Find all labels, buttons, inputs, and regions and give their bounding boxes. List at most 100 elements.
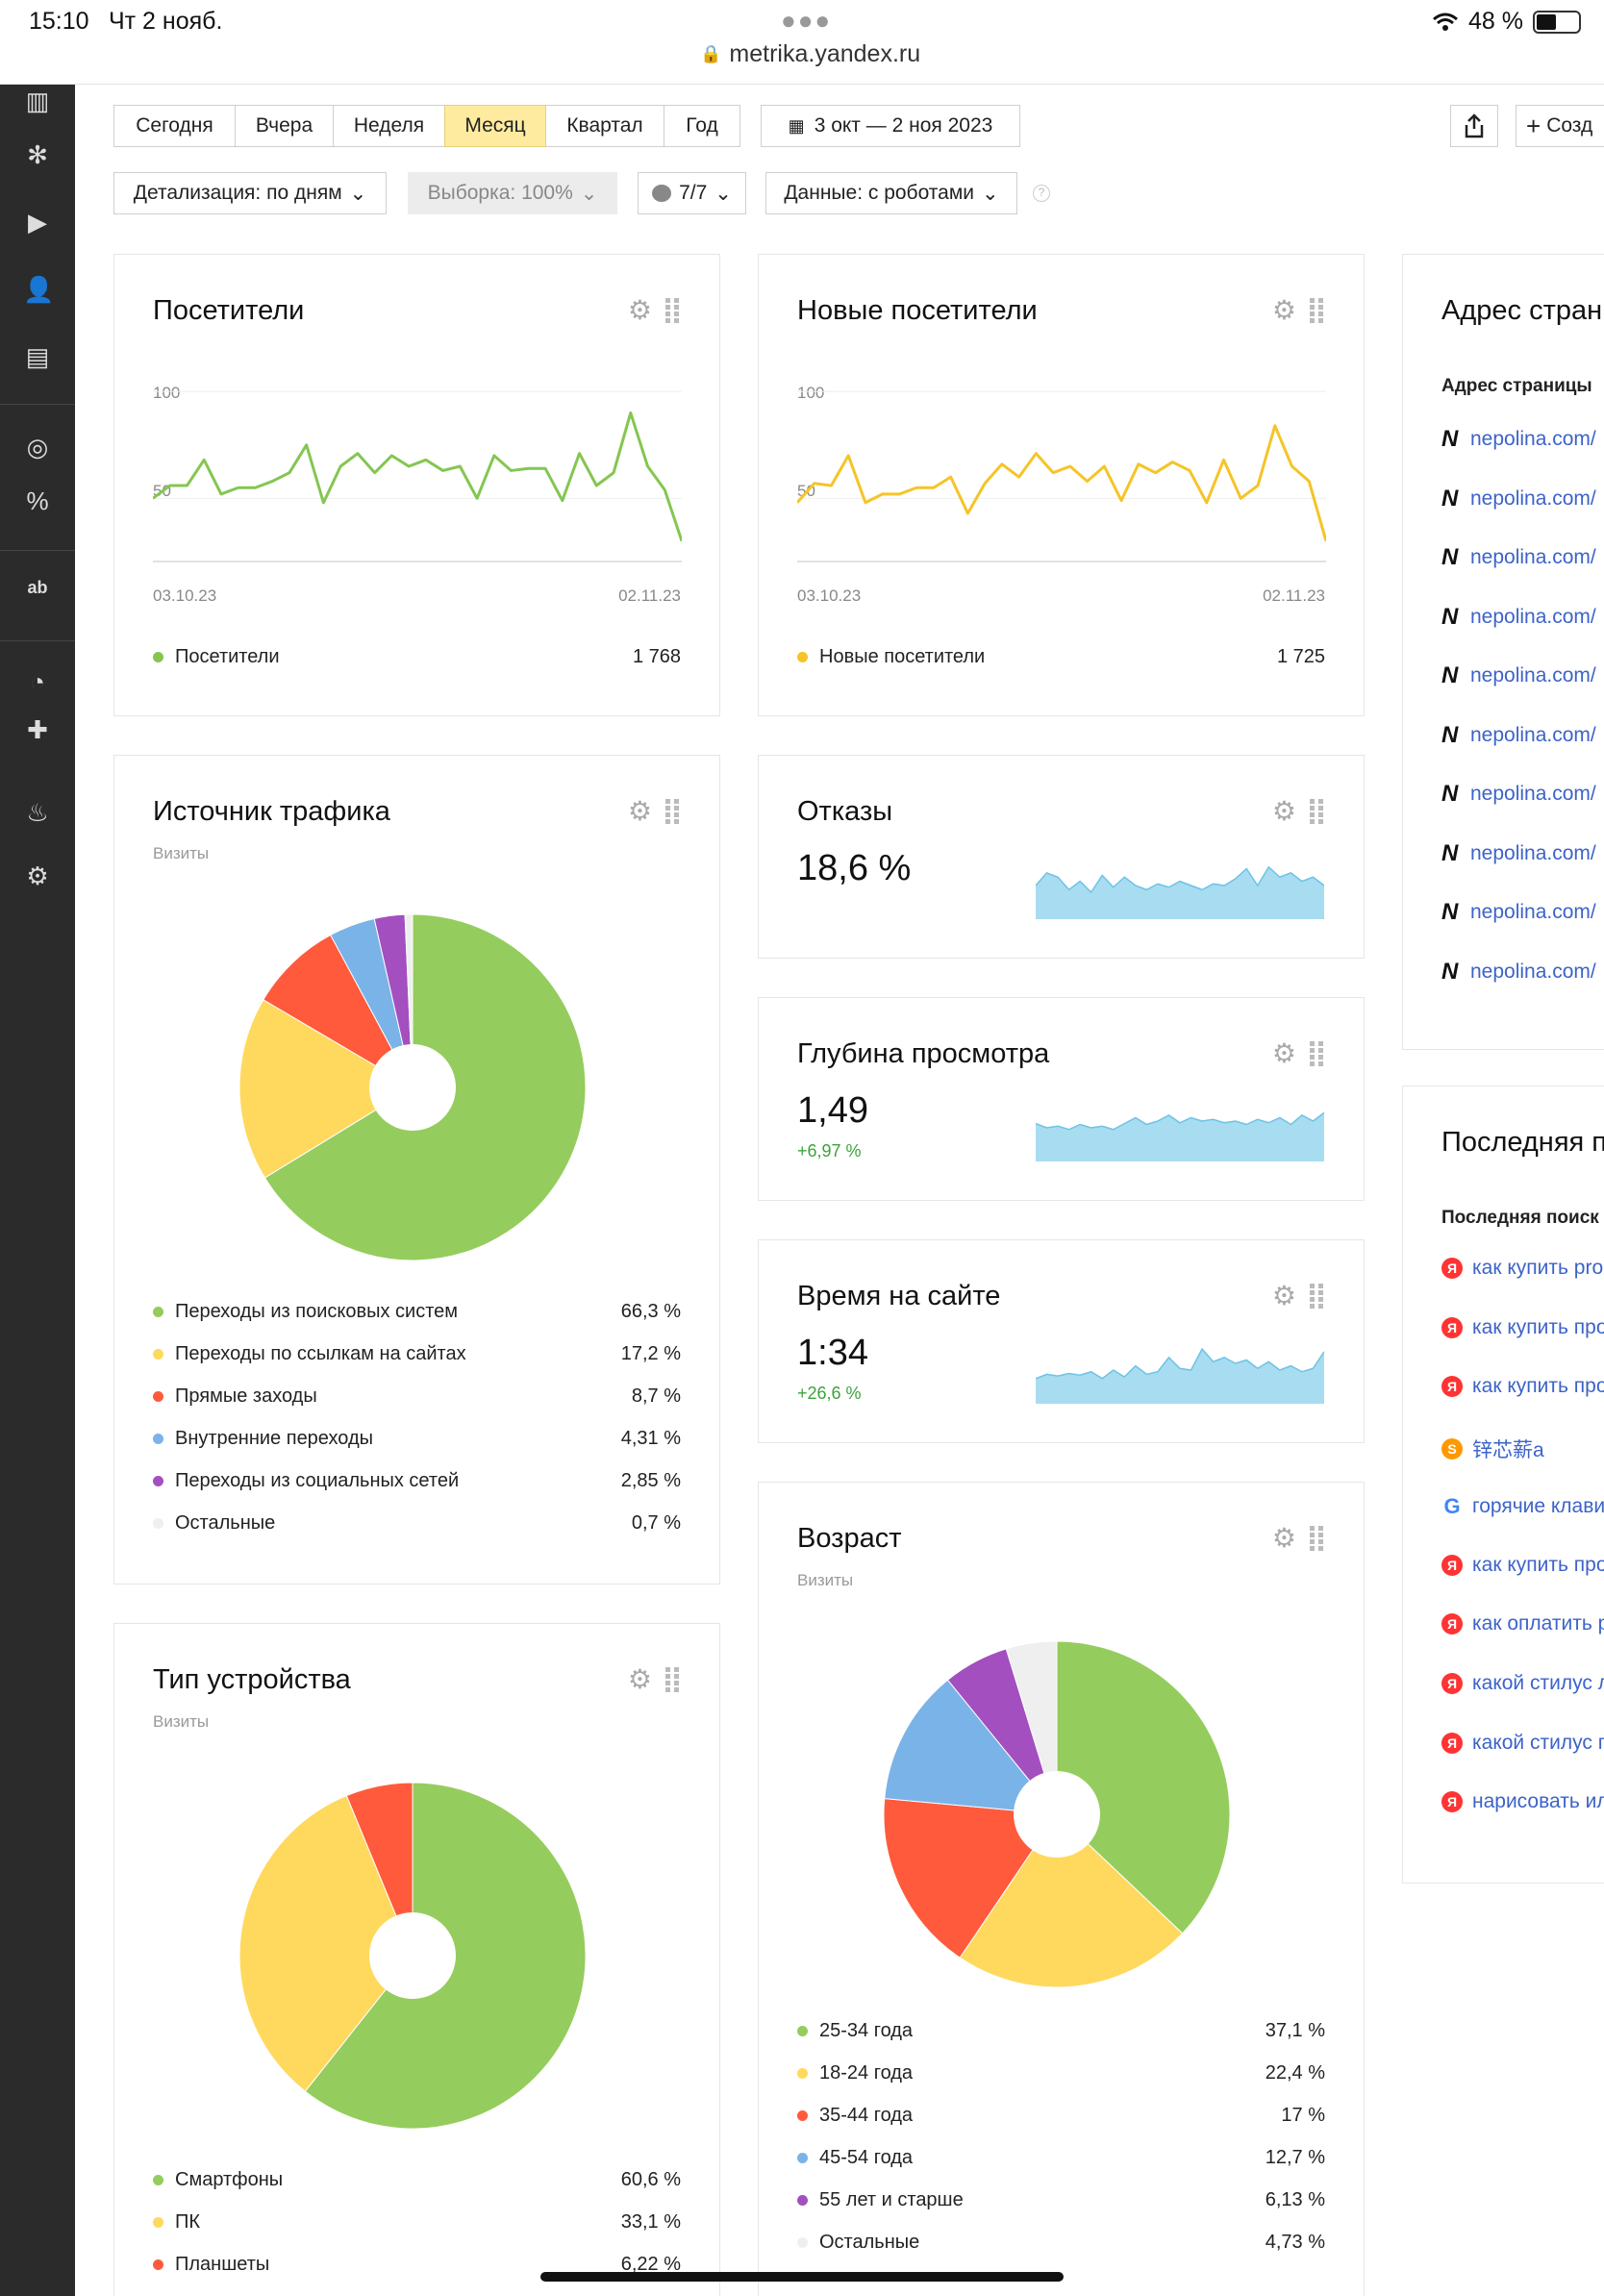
legend-item[interactable]: 45-54 года 12,7 % <box>797 2143 1325 2172</box>
legend-item[interactable]: Планшеты 6,22 % <box>153 2250 681 2279</box>
legend-item[interactable]: 55 лет и старше 6,13 % <box>797 2185 1325 2214</box>
yandex-icon: Я <box>1441 1791 1463 1813</box>
more-dots-icon[interactable]: ●●● <box>781 6 833 35</box>
period-yesterday-button[interactable]: Вчера <box>235 105 334 147</box>
legend-item[interactable]: 25-34 года 37,1 % <box>797 2016 1325 2045</box>
gear-icon[interactable]: ⚙ <box>1271 1281 1296 1310</box>
drag-handle-icon[interactable] <box>1310 1284 1325 1309</box>
legend-item[interactable]: Переходы из поисковых систем 66,3 % <box>153 1297 681 1326</box>
gear-icon[interactable]: ⚙ <box>1271 1523 1296 1553</box>
gear-icon[interactable]: ⚙ <box>627 295 652 325</box>
gear-icon[interactable]: ⚙ <box>1271 796 1296 826</box>
site-logo-icon: N <box>1441 485 1459 512</box>
target-icon[interactable]: ◎ <box>26 433 49 462</box>
drag-handle-icon[interactable] <box>1310 1041 1325 1066</box>
drag-handle-icon[interactable] <box>665 799 681 824</box>
battery-icon <box>1533 10 1581 34</box>
yandex-icon: Я <box>1441 1376 1463 1398</box>
percent-icon[interactable]: % <box>26 487 49 515</box>
help-icon[interactable]: ? <box>1033 185 1050 202</box>
date-range-picker[interactable]: ▦ 3 окт — 2 ноя 2023 <box>761 105 1020 147</box>
chevron-down-icon: ⌄ <box>349 182 367 205</box>
detail-label: Детализация: по дням <box>133 182 342 204</box>
search-phrase-link[interactable]: S 锌芯薪а <box>1441 1435 1544 1463</box>
drag-handle-icon[interactable] <box>1310 1526 1325 1551</box>
legend-label: Прямые заходы <box>175 1385 317 1407</box>
legend-item[interactable]: Остальные 0,7 % <box>153 1509 681 1537</box>
detail-dropdown[interactable]: Детализация: по дням ⌄ <box>113 172 387 214</box>
gear-icon[interactable]: ⚙ <box>627 1664 652 1694</box>
legend-item[interactable]: 35-44 года 17 % <box>797 2101 1325 2130</box>
sample-dropdown[interactable]: Выборка: 100% ⌄ <box>408 172 617 214</box>
legend-item[interactable]: ПК 33,1 % <box>153 2208 681 2236</box>
puzzle-icon[interactable]: ✚ <box>27 715 48 744</box>
legend-item[interactable]: 18-24 года 22,4 % <box>797 2059 1325 2087</box>
new-visitors-widget: Новые посетители ⚙ 100 50 03.10.23 02.11… <box>758 254 1365 716</box>
legend-item[interactable]: Смартфоны 60,6 % <box>153 2165 681 2194</box>
gear-icon[interactable]: ⚙ <box>1271 1038 1296 1068</box>
google-icon: G <box>1443 1493 1461 1518</box>
page-address-text: nepolina.com/ <box>1470 723 1596 746</box>
flame-icon[interactable]: ♨ <box>26 798 49 827</box>
period-year-button[interactable]: Год <box>664 105 740 147</box>
page-address-text: nepolina.com/ <box>1470 428 1596 450</box>
drag-handle-icon[interactable] <box>1310 799 1325 824</box>
legend-item[interactable]: Переходы из социальных сетей 2,85 % <box>153 1466 681 1495</box>
legend-item[interactable]: Прямые заходы 8,7 % <box>153 1382 681 1410</box>
bar-chart-icon[interactable]: ▥ <box>25 87 50 115</box>
legend-label: Посетители <box>175 645 280 667</box>
page-address-text: nepolina.com/ <box>1470 901 1596 923</box>
device-pie-chart <box>238 1782 587 2130</box>
gear-icon[interactable]: ⚙ <box>627 796 652 826</box>
create-button[interactable]: + Созд <box>1516 105 1604 147</box>
site-logo-icon: N <box>1441 958 1459 985</box>
period-month-button[interactable]: Месяц <box>444 105 546 147</box>
segments-dropdown[interactable]: 7/7 ⌄ <box>638 172 746 214</box>
share-button[interactable] <box>1450 105 1498 147</box>
play-icon[interactable]: ▶ <box>28 208 47 237</box>
period-today-button[interactable]: Сегодня <box>113 105 236 147</box>
address-bar[interactable]: 🔒 metrika.yandex.ru <box>700 40 920 68</box>
period-quarter-button[interactable]: Квартал <box>545 105 664 147</box>
yandex-icon: Я <box>1441 1258 1463 1279</box>
status-time: 15:10 <box>29 8 89 35</box>
layout-icon[interactable]: ▤ <box>25 342 50 371</box>
robots-dropdown[interactable]: Данные: с роботами ⌄ <box>765 172 1017 214</box>
legend-label: Переходы из социальных сетей <box>175 1469 460 1491</box>
user-icon[interactable]: 👤 <box>23 275 55 304</box>
drag-handle-icon[interactable] <box>665 298 681 323</box>
snowflake-icon[interactable]: ✻ <box>27 140 48 169</box>
ab-test-icon[interactable]: ab <box>27 578 48 597</box>
pie-chart-icon[interactable]: ◔ <box>30 667 45 696</box>
settings-icon[interactable]: ⚙ <box>26 861 49 890</box>
legend-item[interactable]: Внутренние переходы 4,31 % <box>153 1424 681 1453</box>
legend-item[interactable]: Остальные 4,73 % <box>797 2228 1325 2257</box>
gear-icon[interactable]: ⚙ <box>1271 295 1296 325</box>
legend-item[interactable]: Переходы по ссылкам на сайтах 17,2 % <box>153 1339 681 1368</box>
widget-subtitle: Визиты <box>153 1712 210 1731</box>
drag-handle-icon[interactable] <box>665 1667 681 1692</box>
period-week-button[interactable]: Неделя <box>333 105 445 147</box>
home-indicator[interactable] <box>540 2272 1064 2282</box>
drag-handle-icon[interactable] <box>1310 298 1325 323</box>
device-type-widget: Тип устройства Визиты ⚙ Смартфоны 60,6 % П… <box>113 1623 720 2296</box>
